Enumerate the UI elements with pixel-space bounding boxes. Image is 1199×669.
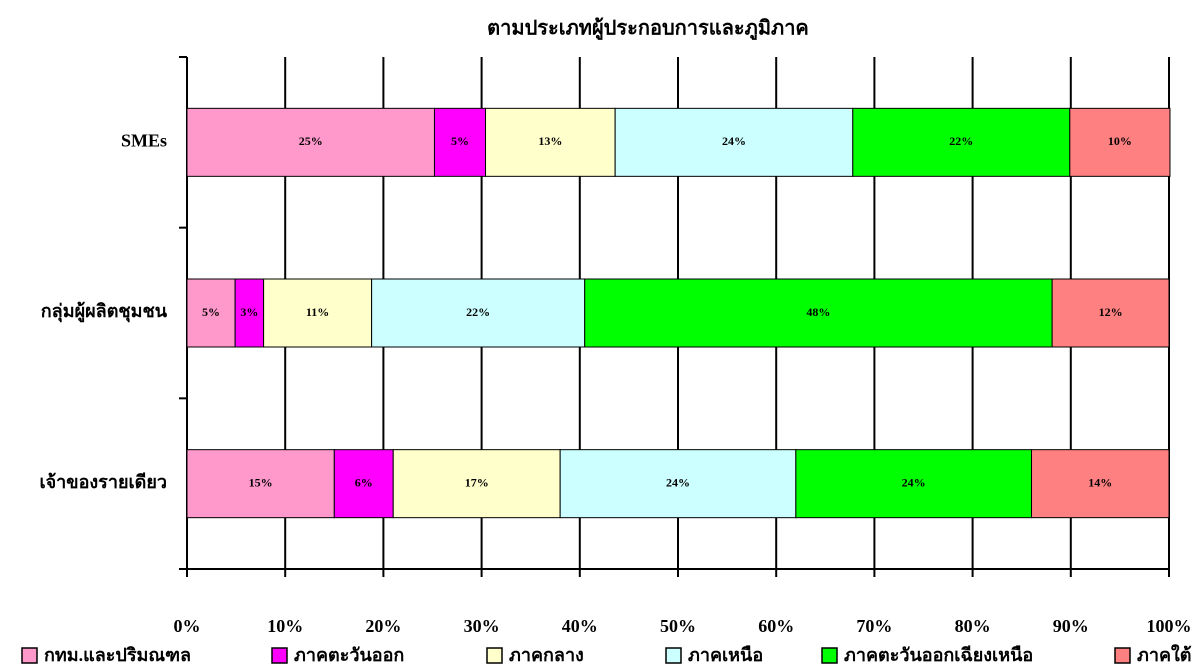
bar-segment xyxy=(1031,449,1170,519)
x-tick-label: 10% xyxy=(267,616,303,636)
y-tick-label: SMEs xyxy=(121,130,167,150)
value-label: 24% xyxy=(902,475,926,489)
value-label: 48% xyxy=(806,305,830,319)
legend-label: ภาคตะวันออก xyxy=(294,645,404,665)
bar-segment xyxy=(186,278,236,348)
legend-label: ภาคกลาง xyxy=(509,645,584,665)
value-label: 14% xyxy=(1088,475,1112,489)
chart-title: ตามประเภทผู้ประกอบการและภูมิภาค xyxy=(487,17,809,42)
value-label: 22% xyxy=(466,305,490,319)
x-tick-label: 90% xyxy=(1053,616,1089,636)
bar-segment xyxy=(1051,278,1170,348)
x-tick-label: 80% xyxy=(955,616,991,636)
bar-segment xyxy=(584,278,1053,348)
legend-swatch xyxy=(821,647,838,664)
legend-label: ภาคใต้ xyxy=(1137,644,1192,665)
bar-segment xyxy=(333,449,394,519)
bar-segment xyxy=(1069,107,1171,177)
bar-segment xyxy=(485,107,616,177)
bar-segment xyxy=(234,278,265,348)
bar-segment xyxy=(795,449,1033,519)
x-tick-label: 20% xyxy=(365,616,401,636)
bar-segment xyxy=(392,449,561,519)
value-label: 15% xyxy=(249,475,273,489)
bar-segment xyxy=(263,278,373,348)
x-tick-label: 40% xyxy=(562,616,598,636)
bar-segment xyxy=(371,278,586,348)
bar-segment xyxy=(559,449,797,519)
value-label: 24% xyxy=(666,475,690,489)
value-label: 13% xyxy=(538,134,562,148)
x-tick-label: 70% xyxy=(856,616,892,636)
value-label: 17% xyxy=(465,475,489,489)
x-tick-label: 50% xyxy=(660,616,696,636)
y-tick-label: เจ้าของรายเดียว xyxy=(39,472,167,492)
value-label: 11% xyxy=(306,305,329,319)
legend-label: กทม.และปริมณฑล xyxy=(44,645,191,665)
y-tick-label: กลุ่มผู้ผลิตชุมชน xyxy=(41,301,168,323)
bar-segment xyxy=(614,107,854,177)
legend-swatch xyxy=(486,647,503,664)
value-label: 24% xyxy=(722,134,746,148)
x-tick-label: 100% xyxy=(1147,616,1192,636)
value-label: 12% xyxy=(1099,305,1123,319)
value-label: 5% xyxy=(202,305,220,319)
legend-swatch xyxy=(271,647,288,664)
legend-swatch xyxy=(1114,647,1131,664)
bar-segment xyxy=(433,107,487,177)
legend-swatch xyxy=(665,647,682,664)
legend-swatch xyxy=(21,647,38,664)
x-tick-label: 60% xyxy=(758,616,794,636)
x-tick-label: 0% xyxy=(174,616,201,636)
value-label: 25% xyxy=(299,134,323,148)
value-label: 10% xyxy=(1108,134,1132,148)
value-label: 22% xyxy=(949,134,973,148)
legend-label: ภาคตะวันออกเฉียงเหนือ xyxy=(844,645,1033,665)
value-label: 6% xyxy=(355,475,373,489)
value-label: 3% xyxy=(240,305,258,319)
bar-segment xyxy=(852,107,1071,177)
legend-label: ภาคเหนือ xyxy=(688,645,763,665)
value-label: 5% xyxy=(451,134,469,148)
bar-segment xyxy=(186,107,435,177)
x-tick-label: 30% xyxy=(464,616,500,636)
